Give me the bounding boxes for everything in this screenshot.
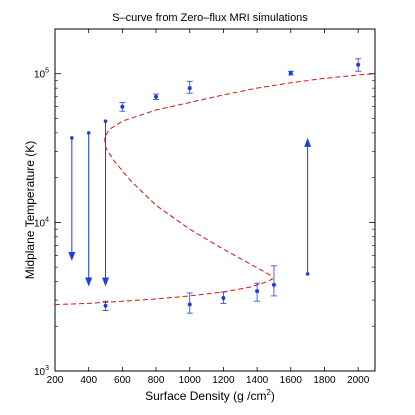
x-axis-title-suffix: ) [271,389,275,403]
x-axis-ticks: 200 400 600 800 1000 1200 1400 1600 1800 2000 [47,29,370,386]
data-point-6 [154,94,159,99]
x-axis-title: Surface Density (g /cm2) [145,388,275,403]
s-curve-layer [54,73,376,305]
data-point-0 [103,303,108,308]
x-axis-title-superscript: 2 [266,388,271,397]
data-point-7 [187,86,192,91]
y-tick-label-2: 105 [34,68,49,81]
s-curve-line [54,73,376,305]
x-tick-label-3: 800 [148,375,165,386]
x-axis-title-main: Surface Density (g /cm [145,389,266,403]
x-tick-label-1: 400 [80,375,97,386]
x-tick-label-8: 1800 [313,375,336,386]
data-point-4 [271,282,276,287]
x-tick-label-2: 600 [114,375,131,386]
y-axis-ticks: 103 104 105 [34,28,375,378]
data-point-3 [255,289,260,294]
arrow-head-1 [85,277,93,287]
arrow-head-0 [68,251,76,261]
arrow-start-point-3 [305,272,310,276]
x-tick-label-6: 1400 [246,375,269,386]
data-point-8 [288,71,293,76]
y-tick-label-0: 103 [34,365,49,378]
x-tick-label-5: 1200 [212,375,235,386]
data-point-2 [221,295,226,300]
arrow-head-2 [102,277,110,287]
transition-arrow-layer [68,119,312,287]
x-tick-label-4: 1000 [179,375,202,386]
data-point-9 [356,62,361,67]
x-tick-label-0: 200 [47,375,64,386]
data-point-layer [102,58,362,314]
arrow-head-3 [304,137,312,147]
plot-frame [54,28,376,372]
y-tick-label-1: 104 [34,216,49,229]
x-tick-label-7: 1600 [280,375,303,386]
data-point-1 [187,302,192,307]
y-axis-title: Midplane Temperature (K) [23,141,37,280]
chart-title: S–curve from Zero–flux MRI simulations [112,12,308,24]
data-point-5 [120,104,125,109]
x-tick-label-9: 2000 [347,375,370,386]
